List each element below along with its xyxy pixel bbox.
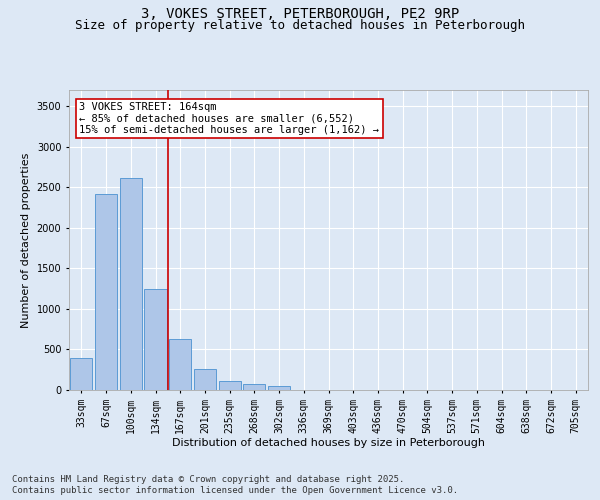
- Bar: [218, 381, 241, 390]
- Text: 3, VOKES STREET, PETERBOROUGH, PE2 9RP: 3, VOKES STREET, PETERBOROUGH, PE2 9RP: [141, 8, 459, 22]
- Bar: [194, 369, 216, 390]
- Text: Size of property relative to detached houses in Peterborough: Size of property relative to detached ho…: [75, 19, 525, 32]
- Text: Contains HM Land Registry data © Crown copyright and database right 2025.: Contains HM Land Registry data © Crown c…: [12, 475, 404, 484]
- Bar: [119, 178, 142, 390]
- Bar: [268, 386, 290, 390]
- Text: Contains public sector information licensed under the Open Government Licence v3: Contains public sector information licen…: [12, 486, 458, 495]
- Bar: [169, 339, 191, 390]
- Bar: [70, 358, 92, 390]
- Y-axis label: Number of detached properties: Number of detached properties: [21, 152, 31, 328]
- X-axis label: Distribution of detached houses by size in Peterborough: Distribution of detached houses by size …: [172, 438, 485, 448]
- Bar: [145, 290, 167, 390]
- Bar: [95, 194, 117, 390]
- Bar: [243, 384, 265, 390]
- Text: 3 VOKES STREET: 164sqm
← 85% of detached houses are smaller (6,552)
15% of semi-: 3 VOKES STREET: 164sqm ← 85% of detached…: [79, 102, 379, 135]
